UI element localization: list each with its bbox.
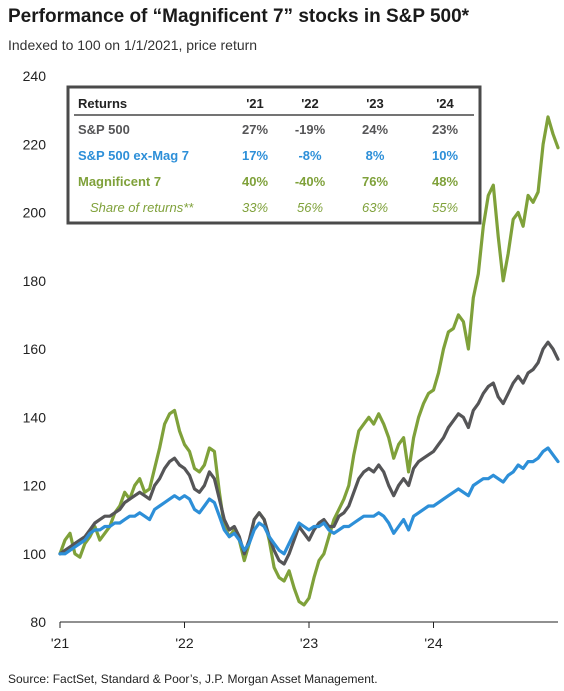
x-axis: '21 '22 '23 '24 [51, 621, 558, 651]
y-axis: 80 100 120 140 160 180 200 220 240 [23, 68, 47, 630]
x-tick-label: '21 [51, 635, 69, 651]
table-row-label: S&P 500 [78, 122, 130, 137]
y-tick-label: 180 [23, 273, 47, 289]
table-header-cell: '23 [366, 96, 384, 111]
table-header-cell: '24 [436, 96, 454, 111]
y-tick-label: 220 [23, 136, 47, 152]
x-tick-label: '23 [300, 635, 318, 651]
series-lines [58, 115, 560, 607]
source-note: Source: FactSet, Standard & Poor’s, J.P.… [8, 672, 378, 686]
y-tick-label: 80 [30, 614, 46, 630]
table-cell: 33% [242, 200, 268, 215]
table-cell: 17% [242, 148, 268, 163]
series-line-ex_mag7 [58, 446, 560, 556]
table-row-label: Magnificent 7 [78, 174, 161, 189]
table-cell: -40% [295, 174, 326, 189]
table-cell: 48% [432, 174, 458, 189]
x-tick-label: '24 [424, 635, 442, 651]
table-header-cell: '21 [246, 96, 264, 111]
y-tick-label: 160 [23, 341, 47, 357]
y-tick-label: 100 [23, 546, 47, 562]
series-line-sp500 [58, 340, 560, 566]
table-cell: 55% [432, 200, 458, 215]
returns-table-border [66, 85, 482, 225]
chart-title: Performance of “Magnificent 7” stocks in… [8, 6, 470, 27]
table-cell: 76% [362, 174, 388, 189]
table-cell: 23% [432, 122, 458, 137]
table-cell: 56% [297, 200, 323, 215]
returns-table: Returns '21 '22 '23 '24 S&P 500 27% -19% 24% 23% S… [66, 85, 482, 225]
y-tick-label: 120 [23, 478, 47, 494]
table-header-cell: '22 [301, 96, 319, 111]
y-tick-label: 240 [23, 68, 47, 84]
series-line-mag7 [58, 115, 560, 607]
table-cell: 40% [242, 174, 268, 189]
table-cell: 24% [362, 122, 388, 137]
y-tick-label: 140 [23, 409, 47, 425]
table-cell: 63% [362, 200, 388, 215]
table-cell: 27% [242, 122, 268, 137]
x-tick-label: '22 [175, 635, 193, 651]
table-cell: 10% [432, 148, 458, 163]
table-cell: -8% [298, 148, 322, 163]
table-cell: -19% [295, 122, 326, 137]
table-row-label: Share of returns** [90, 200, 194, 215]
table-header-cell: Returns [78, 96, 127, 111]
chart-subtitle: Indexed to 100 on 1/1/2021, price return [8, 37, 258, 53]
table-row-label: S&P 500 ex-Mag 7 [78, 148, 189, 163]
y-tick-label: 200 [23, 205, 47, 221]
table-cell: 8% [366, 148, 385, 163]
